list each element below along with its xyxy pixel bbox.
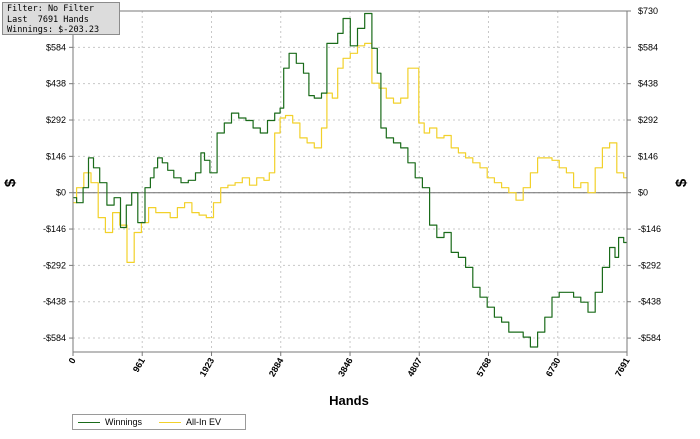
legend-label-allin: All-In EV <box>186 417 222 427</box>
y-axis-label-left: $ <box>2 178 19 187</box>
y-tick-label-left: -$146 <box>43 224 66 234</box>
legend: Winnings All-In EV <box>72 414 246 430</box>
legend-swatch-allin <box>159 422 181 424</box>
x-tick-label: 6730 <box>544 356 563 378</box>
y-tick-labels-right: $730 $584 $438 $292 $146 $0 -$146 -$292 -$438 -$5… <box>627 6 661 343</box>
y-tick-label-left: $438 <box>46 79 66 89</box>
filter-info-box: Filter: No Filter Last 7691 Hands Winnings… <box>2 2 120 35</box>
y-tick-label-right: -$584 <box>638 333 661 343</box>
x-tick-label: 5768 <box>475 356 494 378</box>
series-winnings-line <box>73 12 627 348</box>
series-layer <box>73 12 627 348</box>
y-tick-label-right: $438 <box>638 79 658 89</box>
y-tick-label-right: $146 <box>638 151 658 161</box>
x-tick-label: 961 <box>131 356 147 374</box>
y-tick-label-right: $292 <box>638 115 658 125</box>
y-tick-label-right: $584 <box>638 42 658 52</box>
y-tick-label-left: $0 <box>56 188 66 198</box>
y-tick-label-right: -$438 <box>638 297 661 307</box>
y-tick-label-left: -$292 <box>43 260 66 270</box>
y-tick-label-left: $146 <box>46 151 66 161</box>
y-tick-label-left: -$584 <box>43 333 66 343</box>
y-tick-label-left: $292 <box>46 115 66 125</box>
x-tick-label: 2884 <box>267 356 286 378</box>
legend-item-allin: All-In EV <box>159 416 221 428</box>
legend-label-winnings: Winnings <box>105 417 143 427</box>
y-axis-label-right: $ <box>673 178 690 187</box>
y-tick-label-right: $730 <box>638 6 658 16</box>
x-tick-label: 0 <box>67 356 78 365</box>
legend-swatch-winnings <box>78 422 100 424</box>
filter-text: Filter: No Filter <box>7 4 94 14</box>
legend-item-winnings: Winnings <box>78 416 142 428</box>
y-tick-label-left: $584 <box>46 42 66 52</box>
y-tick-label-right: -$292 <box>638 260 661 270</box>
x-tick-label: 1923 <box>198 356 217 378</box>
grid-layer <box>72 10 628 352</box>
x-tick-label: 4807 <box>405 356 424 378</box>
hand-count-text: Last 7691 Hands <box>7 14 89 25</box>
x-tick-label: 7691 <box>613 356 632 378</box>
winnings-text: Winnings: $-203.23 <box>7 25 100 35</box>
x-axis-label: Hands <box>329 393 369 408</box>
y-tick-labels-left: $730$584$438$292$146$0-$146-$292-$438-$5… <box>43 6 73 343</box>
y-tick-label-right: $0 <box>638 188 648 198</box>
series-allin-line <box>73 42 627 263</box>
x-tick-label: 3846 <box>336 356 355 378</box>
y-tick-label-right: -$146 <box>638 224 661 234</box>
x-tick-labels: 0 961 1923 2884 3846 4807 5768 6730 7691 <box>67 352 632 378</box>
y-tick-label-left: -$438 <box>43 297 66 307</box>
